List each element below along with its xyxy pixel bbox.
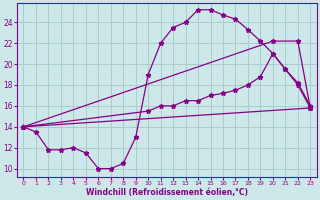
X-axis label: Windchill (Refroidissement éolien,°C): Windchill (Refroidissement éolien,°C)	[86, 188, 248, 197]
